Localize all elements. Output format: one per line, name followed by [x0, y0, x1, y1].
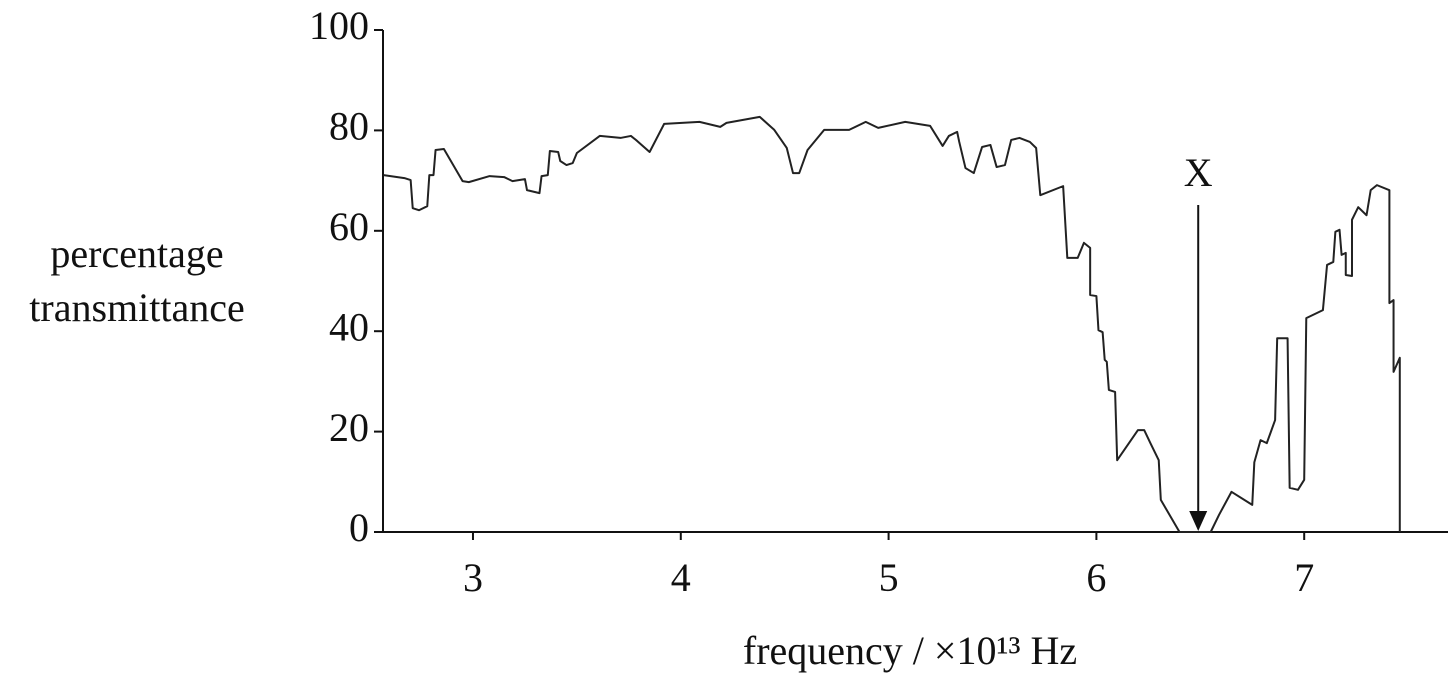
y-tick-label: 60 — [329, 204, 369, 249]
y-tick-label: 20 — [329, 405, 369, 450]
data-line — [383, 115, 1401, 533]
x-tick-label: 3 — [463, 555, 483, 600]
y-axis-label: transmittance — [29, 285, 244, 330]
x-tick-label: 5 — [879, 555, 899, 600]
y-tick-label: 40 — [329, 304, 369, 349]
x-tick-label: 7 — [1294, 555, 1314, 600]
y-tick-label: 100 — [309, 3, 369, 48]
y-tick-label: 80 — [329, 104, 369, 149]
x-tick-label: 6 — [1086, 555, 1106, 600]
annotation: X — [1184, 150, 1213, 195]
y-axis-label: percentage — [50, 231, 223, 276]
x-axis-label: frequency / ×10¹³ Hz — [743, 628, 1077, 673]
arrow-head — [1189, 511, 1208, 531]
y-tick-label: 0 — [349, 505, 369, 550]
x-tick-label: 4 — [671, 555, 691, 600]
